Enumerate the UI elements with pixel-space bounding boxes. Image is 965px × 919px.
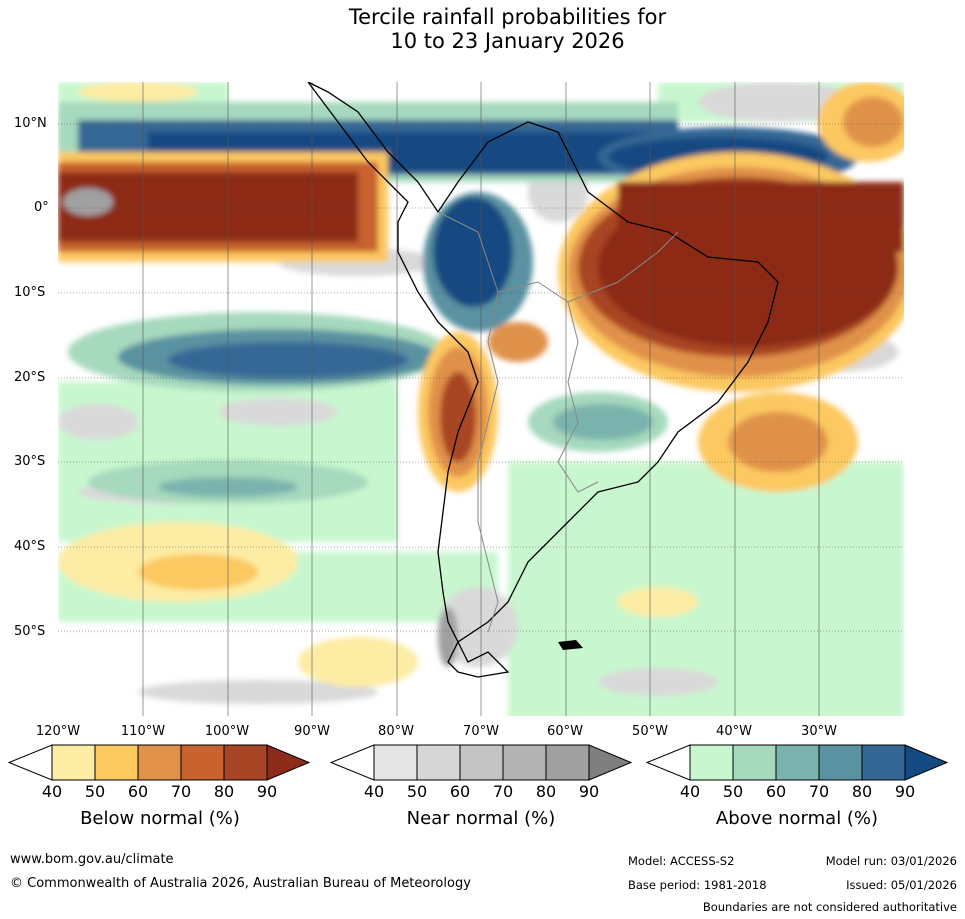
colorbar-lower-extension — [646, 744, 691, 781]
colorbar-tick-label: 80 — [535, 782, 557, 801]
map-title-line-1: Tercile rainfall probabilities for — [348, 5, 667, 29]
colorbar-tick-label: 90 — [894, 782, 916, 801]
colorbar-swatch — [545, 744, 590, 781]
colorbar-swatch — [502, 744, 547, 781]
map-title-line-2: 10 to 23 January 2026 — [390, 29, 625, 53]
lat-label: 0° — [34, 200, 49, 215]
lon-label: 70°W — [463, 724, 499, 739]
colorbar-swatch — [775, 744, 820, 781]
colorbar-tick-label: 40 — [363, 782, 385, 801]
below-normal-shading — [58, 82, 904, 687]
probability-map — [58, 82, 904, 716]
lon-label: 90°W — [294, 724, 330, 739]
footer-model: Model: ACCESS-S2 — [628, 854, 735, 868]
colorbar-swatch — [732, 744, 777, 781]
colorbar-tick-label: 60 — [449, 782, 471, 801]
near-normal-shading-strong — [63, 188, 113, 216]
falkland-islands — [558, 640, 583, 650]
lat-label: 10°N — [14, 116, 47, 131]
colorbar-tick-label: 90 — [256, 782, 278, 801]
colorbar-above-normal — [646, 744, 948, 781]
footer-disclaimer: Boundaries are not considered authoritat… — [702, 900, 957, 914]
colorbar-swatch — [861, 744, 906, 781]
lat-label: 50°S — [14, 624, 46, 639]
meridians — [142, 82, 820, 716]
lon-label: 30°W — [801, 724, 837, 739]
colorbar-swatch — [223, 744, 268, 781]
colorbar-swatch — [51, 744, 96, 781]
footer-url: www.bom.gov.au/climate — [10, 852, 174, 867]
colorbar-swatch — [94, 744, 139, 781]
colorbar-swatch — [137, 744, 182, 781]
footer-issued: Issued: 05/01/2026 — [846, 878, 957, 892]
lon-label: 110°W — [120, 724, 166, 739]
lat-label: 20°S — [14, 370, 46, 385]
map-canvas — [58, 82, 904, 716]
lat-label: 10°S — [14, 285, 46, 300]
lon-label: 120°W — [35, 724, 81, 739]
colorbar-tick-label: 80 — [213, 782, 235, 801]
lon-label: 100°W — [204, 724, 250, 739]
colorbar-tick-label: 70 — [170, 782, 192, 801]
colorbar-title-below: Below normal (%) — [80, 808, 240, 829]
lon-label: 60°W — [547, 724, 583, 739]
colorbar-tick-label: 90 — [578, 782, 600, 801]
footer-base-period: Base period: 1981-2018 — [628, 878, 767, 892]
colorbar-tick-label: 50 — [722, 782, 744, 801]
country-borders — [437, 211, 679, 633]
colorbar-swatch — [818, 744, 863, 781]
colorbar-tick-label: 80 — [851, 782, 873, 801]
lon-label: 80°W — [378, 724, 414, 739]
colorbar-tick-label: 70 — [492, 782, 514, 801]
colorbar-swatch — [459, 744, 504, 781]
colorbar-tick-label: 50 — [84, 782, 106, 801]
colorbar-tick-label: 70 — [808, 782, 830, 801]
colorbar-below-normal — [8, 744, 310, 781]
colorbar-title-near: Near normal (%) — [406, 808, 556, 829]
colorbar-lower-extension — [8, 744, 53, 781]
colorbar-swatch — [689, 744, 734, 781]
lat-label: 40°S — [14, 539, 46, 554]
colorbar-tick-label: 60 — [127, 782, 149, 801]
colorbar-near-normal — [330, 744, 632, 781]
colorbar-swatch — [373, 744, 418, 781]
colorbar-upper-extension — [266, 744, 310, 781]
south-america-coastline — [307, 82, 779, 678]
colorbar-upper-extension — [904, 744, 948, 781]
lon-label: 40°W — [716, 724, 752, 739]
colorbar-tick-label: 60 — [765, 782, 787, 801]
colorbar-swatch — [416, 744, 461, 781]
colorbar-title-above: Above normal (%) — [715, 808, 879, 829]
colorbar-upper-extension — [588, 744, 632, 781]
footer-copyright: © Commonwealth of Australia 2026, Austra… — [10, 876, 471, 891]
colorbar-tick-label: 40 — [679, 782, 701, 801]
colorbar-tick-label: 50 — [406, 782, 428, 801]
footer-model-run: Model run: 03/01/2026 — [825, 854, 957, 868]
colorbar-swatch — [180, 744, 225, 781]
colorbar-tick-label: 40 — [41, 782, 63, 801]
colorbar-lower-extension — [330, 744, 375, 781]
lat-label: 30°S — [14, 454, 46, 469]
lon-label: 50°W — [632, 724, 668, 739]
